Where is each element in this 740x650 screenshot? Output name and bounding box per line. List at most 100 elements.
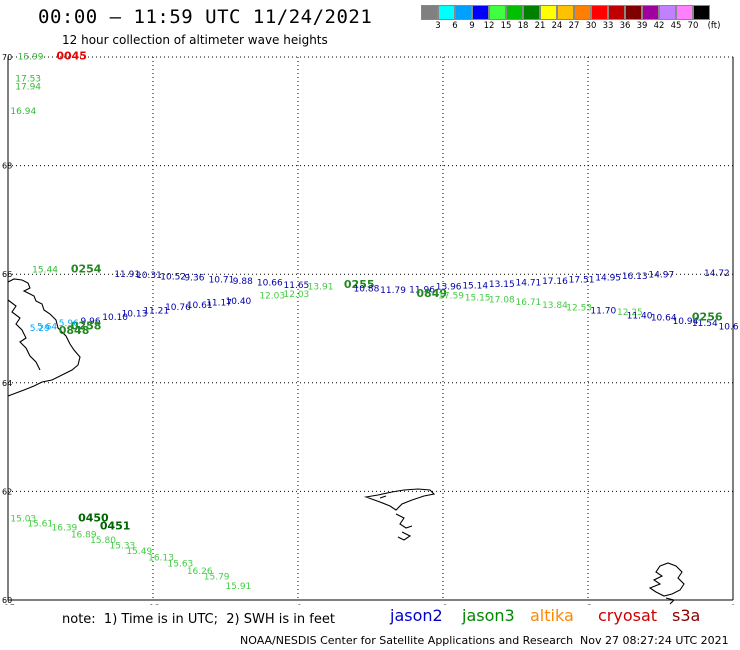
wave-height-value: 15.99 <box>18 53 44 63</box>
color-swatch <box>574 5 591 20</box>
wave-height-value: 17.59 <box>438 292 464 302</box>
wave-height-value: 15.15 <box>465 293 491 303</box>
wave-height-value: 11.91 <box>114 270 140 280</box>
wave-height-value: 9.88 <box>233 277 253 287</box>
pass-time-label: 0045 <box>56 50 87 63</box>
wave-height-value: 15.33 <box>110 541 136 551</box>
wave-height-value: 11.40 <box>627 312 653 322</box>
color-scale-label: 70 <box>687 21 699 31</box>
wave-height-value: 5.64 <box>37 323 57 333</box>
wave-height-value: 12.25 <box>617 308 643 318</box>
color-scale-label: 12 <box>483 21 495 31</box>
color-scale-label: 27 <box>568 21 580 31</box>
wave-height-value: 5.29 <box>30 324 50 334</box>
color-scale-label: 30 <box>585 21 597 31</box>
wave-height-value: 15.14 <box>462 281 488 291</box>
footer-note: note: 1) Time is in UTC; 2) SWH is in fe… <box>62 612 335 627</box>
color-scale-label: 18 <box>517 21 529 31</box>
axis-labels: 70 68 66 64 62 60-15 -12 -9 -6 -3 0 <box>1 53 736 605</box>
wave-height-value: 9.96 <box>81 317 101 327</box>
longitude-tick-label: -6 <box>439 604 448 605</box>
color-scale-label: 15 <box>500 21 512 31</box>
wave-height-value: 9.36 <box>184 274 204 284</box>
satellite-label-jason3: jason3 <box>462 606 515 625</box>
wave-height-value: 10.88 <box>354 285 380 295</box>
pass-time-label: 0849 <box>416 287 447 300</box>
color-swatch <box>455 5 472 20</box>
wave-height-value: 17.16 <box>542 277 568 287</box>
wave-height-value: 12.53 <box>566 304 592 314</box>
color-swatch <box>438 5 455 20</box>
wave-height-value: 15.61 <box>27 520 53 530</box>
satellite-label-s3a: s3a <box>672 606 701 625</box>
wave-height-value: 10.40 <box>226 297 252 307</box>
color-swatch <box>523 5 540 20</box>
wave-height-value: 10.64 <box>651 313 677 323</box>
wave-height-value: 10.61 <box>187 301 213 311</box>
wave-height-value: 11.65 <box>284 281 310 291</box>
wave-height-value: 10.66 <box>257 279 283 289</box>
color-scale-label: 24 <box>551 21 563 31</box>
pass-time-label: 0258 <box>71 320 102 333</box>
pass-time-label: 0451 <box>100 519 131 532</box>
latitude-tick-label: 62 <box>2 487 12 496</box>
wave-height-value: 14.97 <box>648 270 674 280</box>
wave-height-value: 15.91 <box>226 582 252 592</box>
color-scale-label: 21 <box>534 21 546 31</box>
wave-height-value: 16.13 <box>622 272 648 282</box>
wave-height-value: 10.52 <box>160 273 186 283</box>
longitude-tick-label: -12 <box>146 604 161 605</box>
wave-height-value: 12.03 <box>284 290 310 300</box>
wave-height-value: 16.94 <box>10 107 36 117</box>
wave-height-value: 15.80 <box>90 536 116 546</box>
longitude-tick-label: -15 <box>1 604 16 605</box>
wave-height-value: 13.84 <box>542 301 568 311</box>
color-scale-label: 33 <box>602 21 614 31</box>
wave-height-value: 11.70 <box>590 306 616 316</box>
pass-time-label: 0255 <box>344 278 375 291</box>
longitude-tick-label: -9 <box>294 604 303 605</box>
wave-height-value: 11.96 <box>409 286 435 296</box>
wave-height-value: 13.96 <box>436 282 462 292</box>
wave-height-value: 13.15 <box>489 280 515 290</box>
wave-height-value: 17.94 <box>15 83 41 93</box>
wave-height-value: 14.72 <box>704 269 730 279</box>
credit-line: NOAA/NESDIS Center for Satellite Applica… <box>240 634 574 647</box>
wave-height-value: 10.71 <box>209 275 235 285</box>
lat-lon-grid <box>7 56 734 601</box>
color-swatch <box>506 5 523 20</box>
latitude-tick-label: 66 <box>2 270 12 279</box>
wave-height-value: 16.71 <box>516 298 542 308</box>
color-swatch <box>489 5 506 20</box>
satellite-label-altika: altika <box>530 606 574 625</box>
satellite-label-jason2: jason2 <box>390 606 443 625</box>
wave-height-value: 17.53 <box>15 74 41 84</box>
wave-height-value: 15.03 <box>10 514 36 524</box>
color-swatch <box>693 5 710 20</box>
color-scale-label: 45 <box>670 21 682 31</box>
faroe-islands-coastline <box>363 488 436 541</box>
color-swatch <box>659 5 676 20</box>
wave-height-value: 16.89 <box>71 531 97 541</box>
wave-height-value: 16.39 <box>52 523 78 533</box>
wave-height-value: 13.91 <box>308 282 334 292</box>
color-swatch <box>608 5 625 20</box>
wave-height-value: 11.21 <box>143 306 169 316</box>
color-swatch <box>591 5 608 20</box>
wave-height-value: 14.71 <box>516 279 542 289</box>
wave-height-value: 15.63 <box>168 559 194 569</box>
pass-time-label: 0254 <box>71 263 102 276</box>
wave-height-value: 14.95 <box>595 274 621 284</box>
pass-time-label: 0450 <box>78 511 109 524</box>
map-canvas: 70 68 66 64 62 60-15 -12 -9 -6 -3 0 15.99 0045 17.53… <box>1 50 739 605</box>
wave-height-value: 17.08 <box>489 295 515 305</box>
latitude-tick-label: 68 <box>2 162 12 171</box>
color-scale-label: 39 <box>636 21 648 31</box>
iceland-coastline <box>7 278 81 397</box>
color-swatch <box>642 5 659 20</box>
wave-height-value: 10.13 <box>122 310 148 320</box>
wave-height-value: 10.94 <box>673 317 699 327</box>
longitude-tick-label: -3 <box>584 604 593 605</box>
pass-time-label: 0256 <box>692 310 723 323</box>
